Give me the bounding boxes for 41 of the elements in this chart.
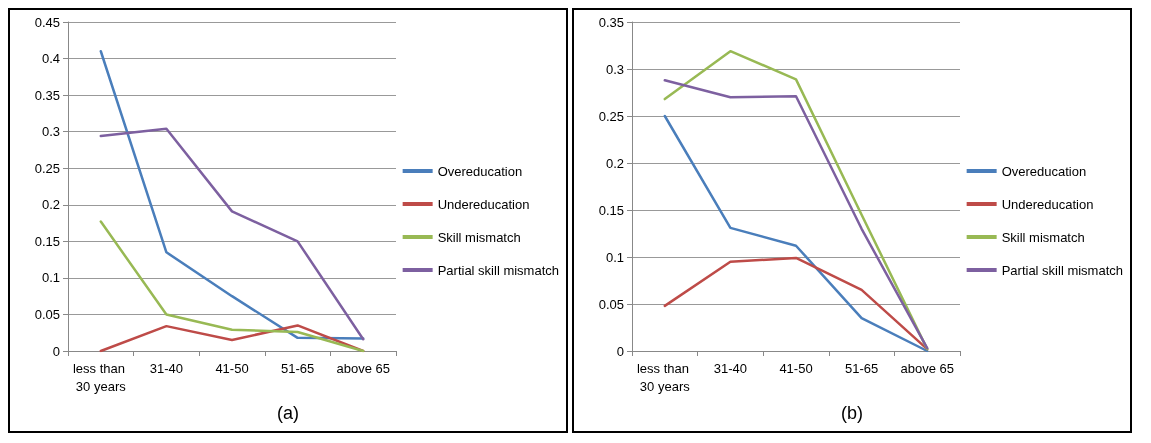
y-tick-label: 0.3 (41, 124, 60, 140)
legend-label: Skill mismatch (437, 229, 521, 245)
y-tick-label: 0.35 (34, 87, 60, 103)
line-series (99, 127, 365, 341)
text: (a) (277, 403, 299, 423)
x-tick-label: above 65 (900, 360, 954, 376)
y-tick-label: 0.05 (598, 296, 624, 312)
y-tick-label: 0 (616, 343, 624, 359)
x-tick-label: 41-50 (779, 360, 813, 376)
y-tick-label: 0.25 (34, 160, 60, 176)
x-tick-label: 31-40 (149, 360, 184, 376)
y-tick-label: 0.2 (41, 197, 60, 213)
y-tick-label: 0.15 (34, 233, 60, 249)
y-tick-label: 0 (52, 343, 60, 359)
x-tick-label: 51-65 (280, 360, 315, 376)
x-tick-label: 51-65 (844, 360, 879, 376)
y-tick-label: 0.25 (598, 108, 624, 124)
x-tick-label: less than 30 years (636, 360, 693, 394)
x-tick-label: 31-40 (713, 360, 748, 376)
y-tick-label: 0.15 (598, 202, 624, 218)
y-tick-label: 0.05 (34, 306, 60, 322)
x-tick-label: 41-50 (215, 360, 249, 376)
legend-label: Partial skill mismatch (1001, 262, 1123, 278)
y-tick-label: 0.1 (41, 270, 60, 286)
y-tick-label: 0.4 (41, 51, 60, 67)
legend-label: Overeducation (1001, 163, 1087, 179)
legend-label: Partial skill mismatch (437, 262, 559, 278)
y-tick-label: 0.1 (605, 249, 624, 265)
y-tick-label: 0.3 (605, 61, 624, 77)
y-tick-label: 0.2 (605, 155, 624, 171)
legend-label: Overeducation (437, 163, 523, 179)
x-tick-label: above 65 (336, 360, 390, 376)
x-tick-label: less than 30 years (72, 360, 129, 394)
text: (b) (841, 403, 863, 423)
legend-label: Skill mismatch (1001, 229, 1085, 245)
y-tick-label: 0.45 (34, 14, 60, 30)
legend-label: Undereducation (1001, 196, 1094, 212)
legend-label: Undereducation (437, 196, 530, 212)
y-tick-label: 0.35 (598, 14, 624, 30)
line-series (99, 49, 365, 340)
line-series (99, 220, 365, 353)
